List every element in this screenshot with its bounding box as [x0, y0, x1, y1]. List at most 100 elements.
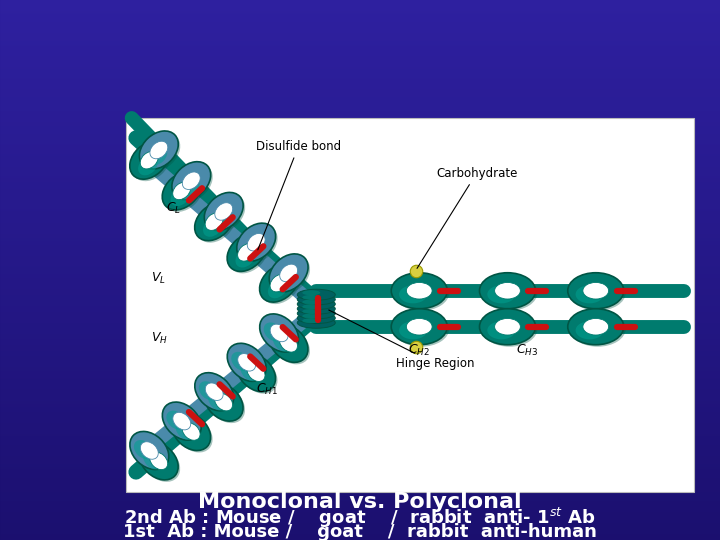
Bar — [0, 160, 720, 161]
Bar — [0, 289, 720, 290]
Bar — [0, 56, 720, 57]
Bar — [0, 320, 720, 321]
Ellipse shape — [207, 194, 246, 233]
Bar — [0, 14, 720, 15]
Bar — [0, 380, 720, 381]
Ellipse shape — [245, 238, 264, 258]
Bar — [0, 58, 720, 59]
Bar — [0, 244, 720, 245]
Bar — [0, 167, 720, 168]
Bar — [0, 106, 720, 107]
Bar — [0, 448, 720, 449]
Ellipse shape — [297, 294, 336, 305]
Bar — [0, 158, 720, 159]
Bar — [0, 416, 720, 417]
Bar — [0, 173, 720, 174]
Bar — [0, 485, 720, 486]
Bar — [0, 5, 720, 6]
Bar — [0, 179, 720, 180]
Bar — [0, 457, 720, 458]
Bar — [0, 362, 720, 363]
Bar — [0, 371, 720, 372]
Bar — [0, 13, 720, 14]
Ellipse shape — [238, 244, 256, 261]
Bar — [0, 366, 720, 367]
Bar — [0, 454, 720, 455]
Bar — [0, 534, 720, 535]
Ellipse shape — [238, 356, 277, 394]
Bar — [0, 452, 720, 453]
Bar — [0, 61, 720, 62]
Bar — [0, 461, 720, 462]
Bar — [0, 487, 720, 488]
Bar — [0, 453, 720, 454]
Ellipse shape — [228, 343, 266, 381]
Bar — [0, 383, 720, 384]
Bar — [0, 3, 720, 4]
Ellipse shape — [271, 326, 310, 364]
Ellipse shape — [134, 440, 153, 459]
Bar — [0, 164, 720, 165]
Bar — [0, 426, 720, 427]
Bar — [0, 7, 720, 8]
Bar — [0, 232, 720, 233]
Bar — [0, 349, 720, 350]
Bar — [0, 16, 720, 17]
Bar — [0, 502, 720, 503]
Bar — [0, 346, 720, 347]
Bar — [0, 137, 720, 138]
Bar — [0, 379, 720, 380]
Bar — [0, 68, 720, 69]
Bar — [0, 462, 720, 463]
Bar — [0, 404, 720, 405]
Bar — [0, 131, 720, 132]
Bar — [0, 142, 720, 143]
Bar — [0, 259, 720, 260]
Ellipse shape — [297, 303, 336, 314]
Bar — [0, 43, 720, 44]
Bar — [0, 49, 720, 50]
Bar — [0, 33, 720, 34]
Ellipse shape — [197, 375, 235, 413]
Bar — [0, 413, 720, 414]
Ellipse shape — [278, 269, 297, 288]
Bar — [0, 249, 720, 250]
Bar — [0, 356, 720, 357]
Ellipse shape — [132, 143, 171, 181]
Ellipse shape — [247, 364, 265, 381]
Bar — [0, 118, 720, 119]
Bar — [0, 411, 720, 412]
Bar — [0, 482, 720, 483]
Bar — [0, 477, 720, 478]
Bar — [0, 439, 720, 440]
Bar — [0, 192, 720, 193]
Bar — [0, 51, 720, 52]
Bar — [0, 278, 720, 279]
Bar — [0, 377, 720, 378]
Bar — [0, 492, 720, 493]
Bar — [0, 149, 720, 150]
Bar — [0, 95, 720, 96]
Bar — [0, 400, 720, 401]
Bar — [0, 493, 720, 494]
Bar — [0, 277, 720, 278]
Bar — [0, 77, 720, 78]
Bar — [0, 268, 720, 269]
Bar — [0, 513, 720, 514]
Bar — [0, 293, 720, 294]
Bar — [0, 526, 720, 527]
Ellipse shape — [164, 404, 203, 442]
Bar — [0, 212, 720, 213]
Bar — [0, 410, 720, 411]
Ellipse shape — [279, 264, 297, 282]
Bar — [0, 456, 720, 457]
Bar — [0, 88, 720, 89]
Bar — [0, 323, 720, 324]
Bar — [0, 343, 720, 344]
Bar — [0, 523, 720, 524]
Bar — [0, 284, 720, 285]
Ellipse shape — [238, 354, 256, 371]
Bar — [0, 110, 720, 111]
Bar — [0, 432, 720, 433]
Bar — [0, 365, 720, 366]
